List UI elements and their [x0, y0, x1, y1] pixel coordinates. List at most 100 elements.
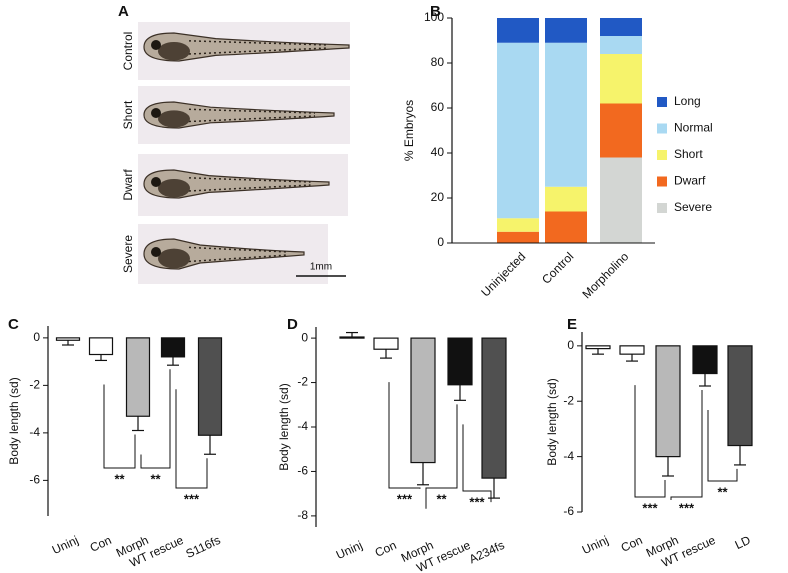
bar-segment — [497, 42, 539, 219]
y-axis-label: Body length (sd) — [277, 383, 291, 470]
legend-label: Short — [674, 147, 703, 161]
fish-stripe — [188, 108, 316, 114]
legend-swatch — [657, 176, 667, 187]
significance-label: ** — [717, 484, 728, 499]
y-axis-label: Body length (sd) — [545, 378, 559, 465]
bar-segment — [600, 157, 642, 243]
bar-segment — [600, 36, 642, 54]
bar-segment — [600, 18, 642, 36]
significance-label: *** — [469, 494, 485, 509]
bar — [481, 337, 507, 479]
bar — [88, 337, 114, 356]
significance-label: ** — [436, 491, 447, 506]
fish-stripe — [188, 47, 329, 55]
legend-swatch — [657, 97, 667, 107]
y-tick-label: 80 — [431, 55, 445, 69]
bar-segment — [545, 42, 587, 187]
y-tick-label: -4 — [297, 419, 308, 433]
significance-bracket — [175, 389, 208, 489]
row-label: Short — [121, 100, 135, 129]
x-tick-label: Morpholino — [579, 249, 631, 301]
row-label: Severe — [121, 235, 135, 273]
fish-eye — [151, 108, 161, 118]
fish-eye — [151, 40, 161, 50]
significance-bracket — [462, 424, 492, 503]
y-tick-label: -6 — [297, 464, 308, 478]
y-tick-label: -8 — [297, 508, 308, 522]
significance-bracket — [707, 410, 738, 482]
panel-label: A — [118, 3, 129, 20]
significance-bracket — [425, 404, 458, 509]
significance-bracket — [388, 382, 421, 489]
y-tick-label: -2 — [29, 378, 40, 392]
y-tick-label: 60 — [431, 100, 445, 114]
significance-bracket — [140, 369, 171, 469]
legend-label: Dwarf — [674, 174, 706, 188]
y-tick-label: -2 — [563, 393, 574, 407]
fish-eye — [151, 177, 161, 187]
x-tick-label: S116fs — [184, 533, 223, 561]
scale-bar-label: 1mm — [310, 262, 332, 273]
significance-bracket — [634, 385, 666, 498]
y-tick-label: 0 — [33, 330, 40, 344]
legend-label: Severe — [674, 200, 712, 214]
panel-label: E — [567, 316, 577, 333]
fish-yolk — [158, 178, 190, 198]
x-tick-label: Uninj — [50, 533, 81, 557]
bar — [585, 345, 611, 350]
significance-label: *** — [642, 500, 658, 515]
image-panel: A Control Short Dwarf Severe 1mm — [118, 3, 350, 284]
panel-label: D — [287, 316, 298, 333]
fish-stripe — [188, 246, 289, 253]
bar-segment — [497, 18, 539, 43]
fish-yolk — [158, 110, 190, 128]
x-tick-label: Control — [539, 249, 576, 286]
bar — [655, 345, 681, 458]
fish-yolk — [158, 248, 190, 269]
bar-segment — [545, 211, 587, 243]
x-tick-label: Con — [619, 533, 645, 555]
y-tick-label: -4 — [29, 425, 40, 439]
panel-label: B — [430, 3, 441, 20]
significance-bracket — [670, 390, 703, 500]
y-tick-label: -6 — [29, 473, 40, 487]
x-tick-label: LD — [733, 533, 753, 552]
significance-label: ** — [150, 471, 161, 486]
x-tick-label: Uninj — [580, 533, 611, 557]
legend-label: Long — [674, 94, 701, 108]
y-tick-label: 0 — [301, 330, 308, 344]
legend-label: Normal — [674, 121, 713, 135]
bar-segment — [545, 18, 587, 43]
bar-segment — [497, 218, 539, 232]
legend-swatch — [657, 123, 667, 134]
y-tick-label: 20 — [431, 190, 445, 204]
legend-swatch — [657, 203, 667, 213]
y-axis-label: % Embryos — [402, 100, 416, 161]
x-tick-label: Con — [88, 533, 114, 555]
y-axis-label: Body length (sd) — [7, 377, 21, 464]
row-label: Control — [121, 32, 135, 71]
y-tick-label: 0 — [567, 338, 574, 352]
x-tick-label: Con — [373, 538, 399, 560]
bar-segment — [600, 54, 642, 104]
x-tick-label: Uninj — [334, 538, 365, 562]
bar — [160, 337, 186, 358]
bar — [339, 336, 365, 339]
bar-segment — [497, 231, 539, 243]
row-label: Dwarf — [121, 169, 135, 201]
significance-bracket — [103, 384, 136, 469]
significance-label: ** — [114, 471, 125, 486]
fish-body — [143, 101, 335, 129]
legend-swatch — [657, 150, 667, 160]
bar — [55, 337, 81, 341]
x-tick-label: Uninjected — [478, 249, 528, 299]
y-tick-label: 0 — [437, 235, 444, 249]
fish-yolk — [158, 41, 190, 61]
bar — [619, 345, 645, 355]
bar — [727, 345, 753, 447]
bar — [197, 337, 223, 436]
fish-stripe — [188, 254, 289, 263]
